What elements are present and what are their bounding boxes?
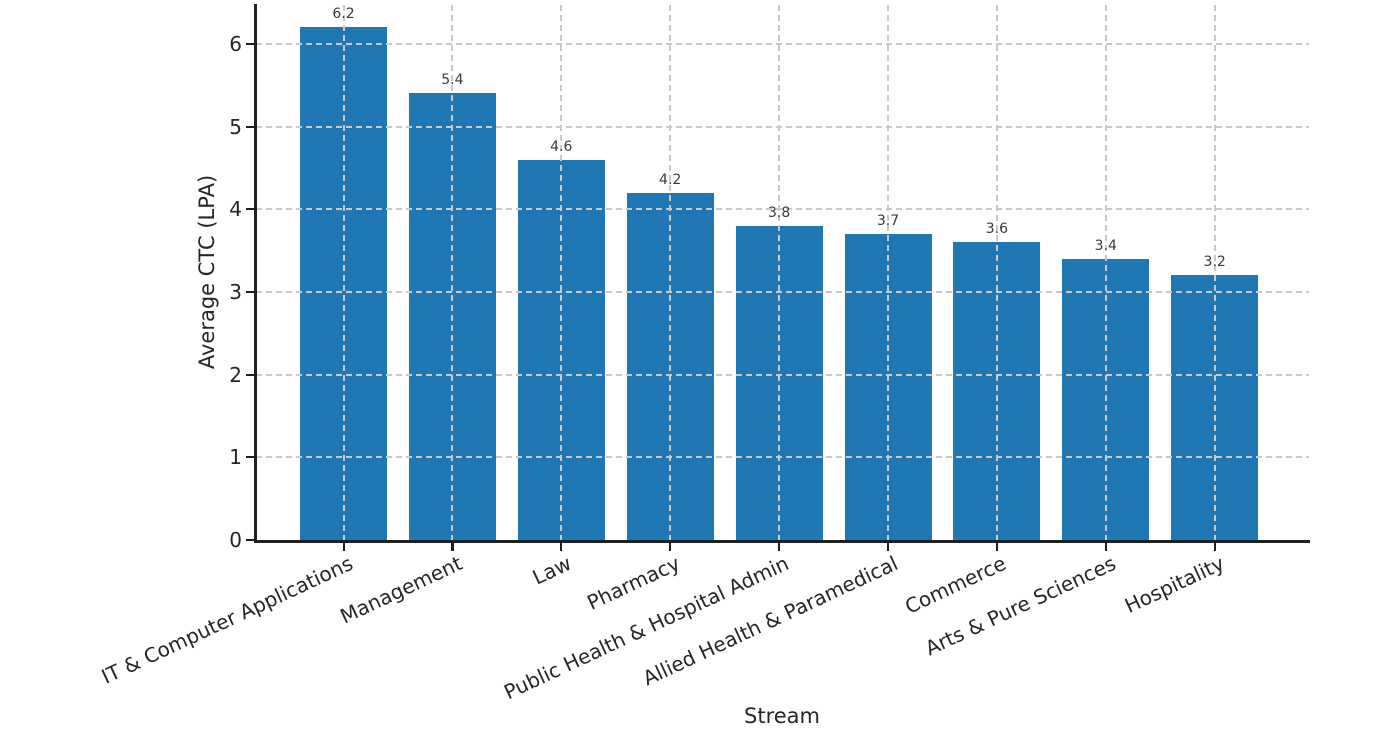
x-axis-label: Stream (744, 704, 820, 728)
y-tick-label: 4 (229, 197, 242, 222)
bar-value-label: 3.8 (767, 204, 791, 221)
y-tick-label: 3 (229, 279, 242, 304)
x-tick-label: Hospitality (1120, 551, 1228, 618)
y-tick-mark (246, 208, 254, 211)
y-tick-label: 6 (229, 31, 242, 56)
x-tick-mark (451, 543, 454, 551)
vertical-gridline (995, 5, 998, 540)
bar-value-label: 3.6 (985, 221, 1009, 238)
x-tick-mark (995, 543, 999, 551)
bar-value-label: 4.6 (550, 138, 573, 155)
vertical-gridline (1104, 5, 1107, 540)
vertical-gridline (887, 5, 889, 540)
x-tick-mark (1213, 543, 1216, 551)
bar-value-label: 5.4 (441, 72, 464, 89)
y-tick-label: 5 (229, 114, 242, 139)
x-tick-mark (778, 543, 781, 551)
y-tick-mark (246, 125, 254, 128)
horizontal-gridline (256, 125, 1309, 128)
x-tick-mark (669, 543, 672, 551)
y-tick-mark (246, 42, 254, 46)
vertical-gridline (560, 5, 563, 540)
vertical-gridline (778, 5, 781, 540)
horizontal-gridline (256, 456, 1309, 459)
x-tick-label: Arts & Pure Sciences (920, 551, 1119, 661)
y-tick-label: 0 (229, 528, 242, 552)
vertical-gridline (1213, 5, 1216, 540)
bar-value-label: 3.4 (1094, 237, 1117, 254)
plot-area: 6.2 5.4 4.6 4.2 3.8 3.7 3.6 3.4 3.2 (256, 5, 1309, 540)
horizontal-gridline (256, 290, 1309, 293)
bar-value-label: 6.2 (332, 6, 355, 23)
y-tick-label: 1 (229, 445, 242, 470)
x-tick-label: IT & Computer Applications (97, 551, 357, 689)
vertical-gridline (669, 5, 672, 540)
y-axis-spine (254, 4, 257, 543)
y-tick-mark (246, 373, 254, 376)
horizontal-gridline (256, 42, 1309, 45)
y-tick-mark (246, 539, 254, 542)
x-tick-label: Law (528, 551, 575, 590)
x-tick-mark (342, 543, 345, 551)
horizontal-gridline (256, 373, 1309, 376)
horizontal-gridline (256, 208, 1309, 211)
y-tick-label: 2 (229, 362, 242, 387)
vertical-gridline (451, 5, 454, 540)
x-axis-spine (254, 540, 1310, 543)
bar-value-label: 3.7 (876, 213, 900, 230)
vertical-gridline (342, 5, 345, 540)
x-tick-mark (887, 543, 890, 551)
bar-value-label: 4.2 (659, 171, 682, 188)
y-tick-mark (246, 290, 254, 294)
x-tick-label: Management (336, 551, 466, 629)
x-tick-mark (1104, 543, 1107, 551)
y-tick-mark (246, 456, 254, 459)
bar-value-label: 3.2 (1203, 254, 1226, 271)
x-tick-mark (560, 543, 563, 551)
